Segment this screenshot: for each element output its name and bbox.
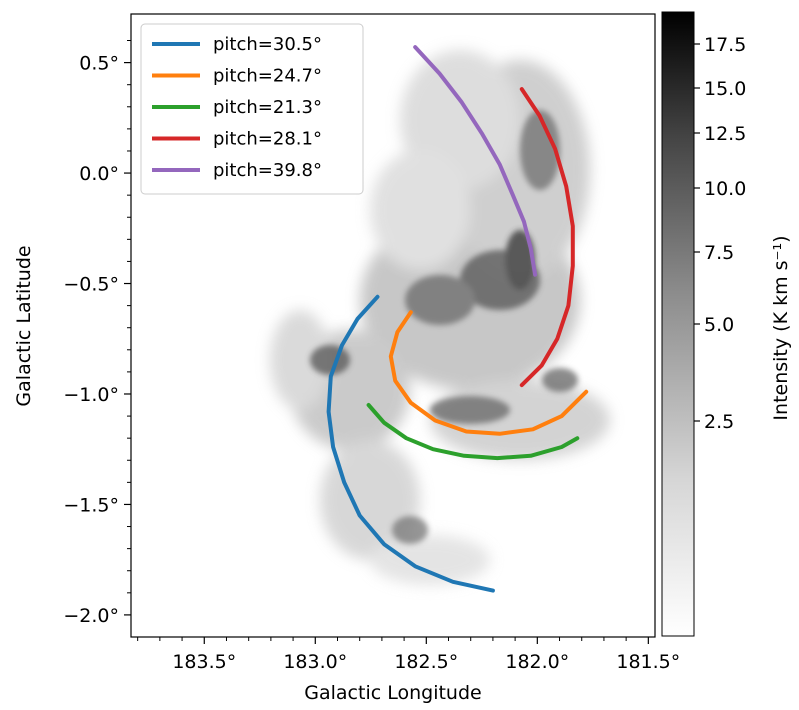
legend-box [140, 23, 364, 195]
colorbar-gradient [661, 11, 695, 637]
series-line-2 [388, 310, 589, 436]
y-tick-label: −2.0° [63, 605, 119, 627]
y-axis-label: Galactic Latitude [13, 245, 35, 406]
legend-label: pitch=30.5° [213, 34, 322, 55]
series-line-3 [366, 403, 580, 461]
colorbar-label: Intensity (K km s⁻¹) [770, 235, 792, 420]
legend-label: pitch=39.8° [213, 160, 322, 181]
y-tick-label: 0.5° [79, 53, 119, 75]
legend: pitch=30.5° pitch=24.7° pitch=21.3° pitch=2… [140, 23, 364, 195]
colorbar-tick-label: 15.0 [704, 78, 746, 100]
plot-area: 183.5° 183.0° 182.5° 182.0° 181.5° 0.5° 0.0° −… [63, 13, 680, 673]
x-tick-label: 182.5° [394, 651, 458, 673]
y-axis: 0.5° 0.0° −0.5° −1.0° −1.5° −2.0° [63, 40, 131, 627]
colorbar: 17.5 15.0 12.5 10.0 7.5 5.0 2.5 Intensity (K k… [661, 11, 792, 637]
legend-items: pitch=30.5° pitch=24.7° pitch=21.3° pitch=2… [152, 34, 322, 181]
colorbar-tick-label: 5.0 [704, 314, 734, 336]
legend-label: pitch=21.3° [213, 97, 322, 118]
y-tick-label: 0.0° [79, 163, 119, 185]
legend-label: pitch=24.7° [213, 66, 322, 87]
series-line-4 [519, 87, 575, 388]
plot-frame [130, 13, 656, 638]
colorbar-tick-label: 12.5 [704, 123, 746, 145]
x-tick-label: 183.5° [172, 651, 236, 673]
x-axis-label: Galactic Longitude [304, 682, 481, 704]
y-tick-label: −1.5° [63, 494, 119, 516]
colorbar-tick-label: 2.5 [704, 411, 734, 433]
x-tick-label: 182.0° [505, 651, 569, 673]
x-tick-label: 181.5° [616, 651, 680, 673]
intensity-map [270, 50, 610, 585]
series-line-1 [326, 294, 495, 593]
y-tick-label: −0.5° [63, 274, 119, 296]
colorbar-tick-label: 7.5 [704, 242, 734, 264]
series-line-5 [413, 45, 538, 277]
colorbar-ticks: 17.5 15.0 12.5 10.0 7.5 5.0 2.5 [694, 34, 746, 433]
colorbar-tick-label: 17.5 [704, 34, 746, 56]
y-tick-label: −1.0° [63, 384, 119, 406]
x-tick-label: 183.0° [283, 651, 347, 673]
x-axis: 183.5° 183.0° 182.5° 182.0° 181.5° [137, 637, 680, 673]
legend-label: pitch=28.1° [213, 129, 322, 150]
series-layer [326, 45, 589, 593]
colorbar-tick-label: 10.0 [704, 178, 746, 200]
